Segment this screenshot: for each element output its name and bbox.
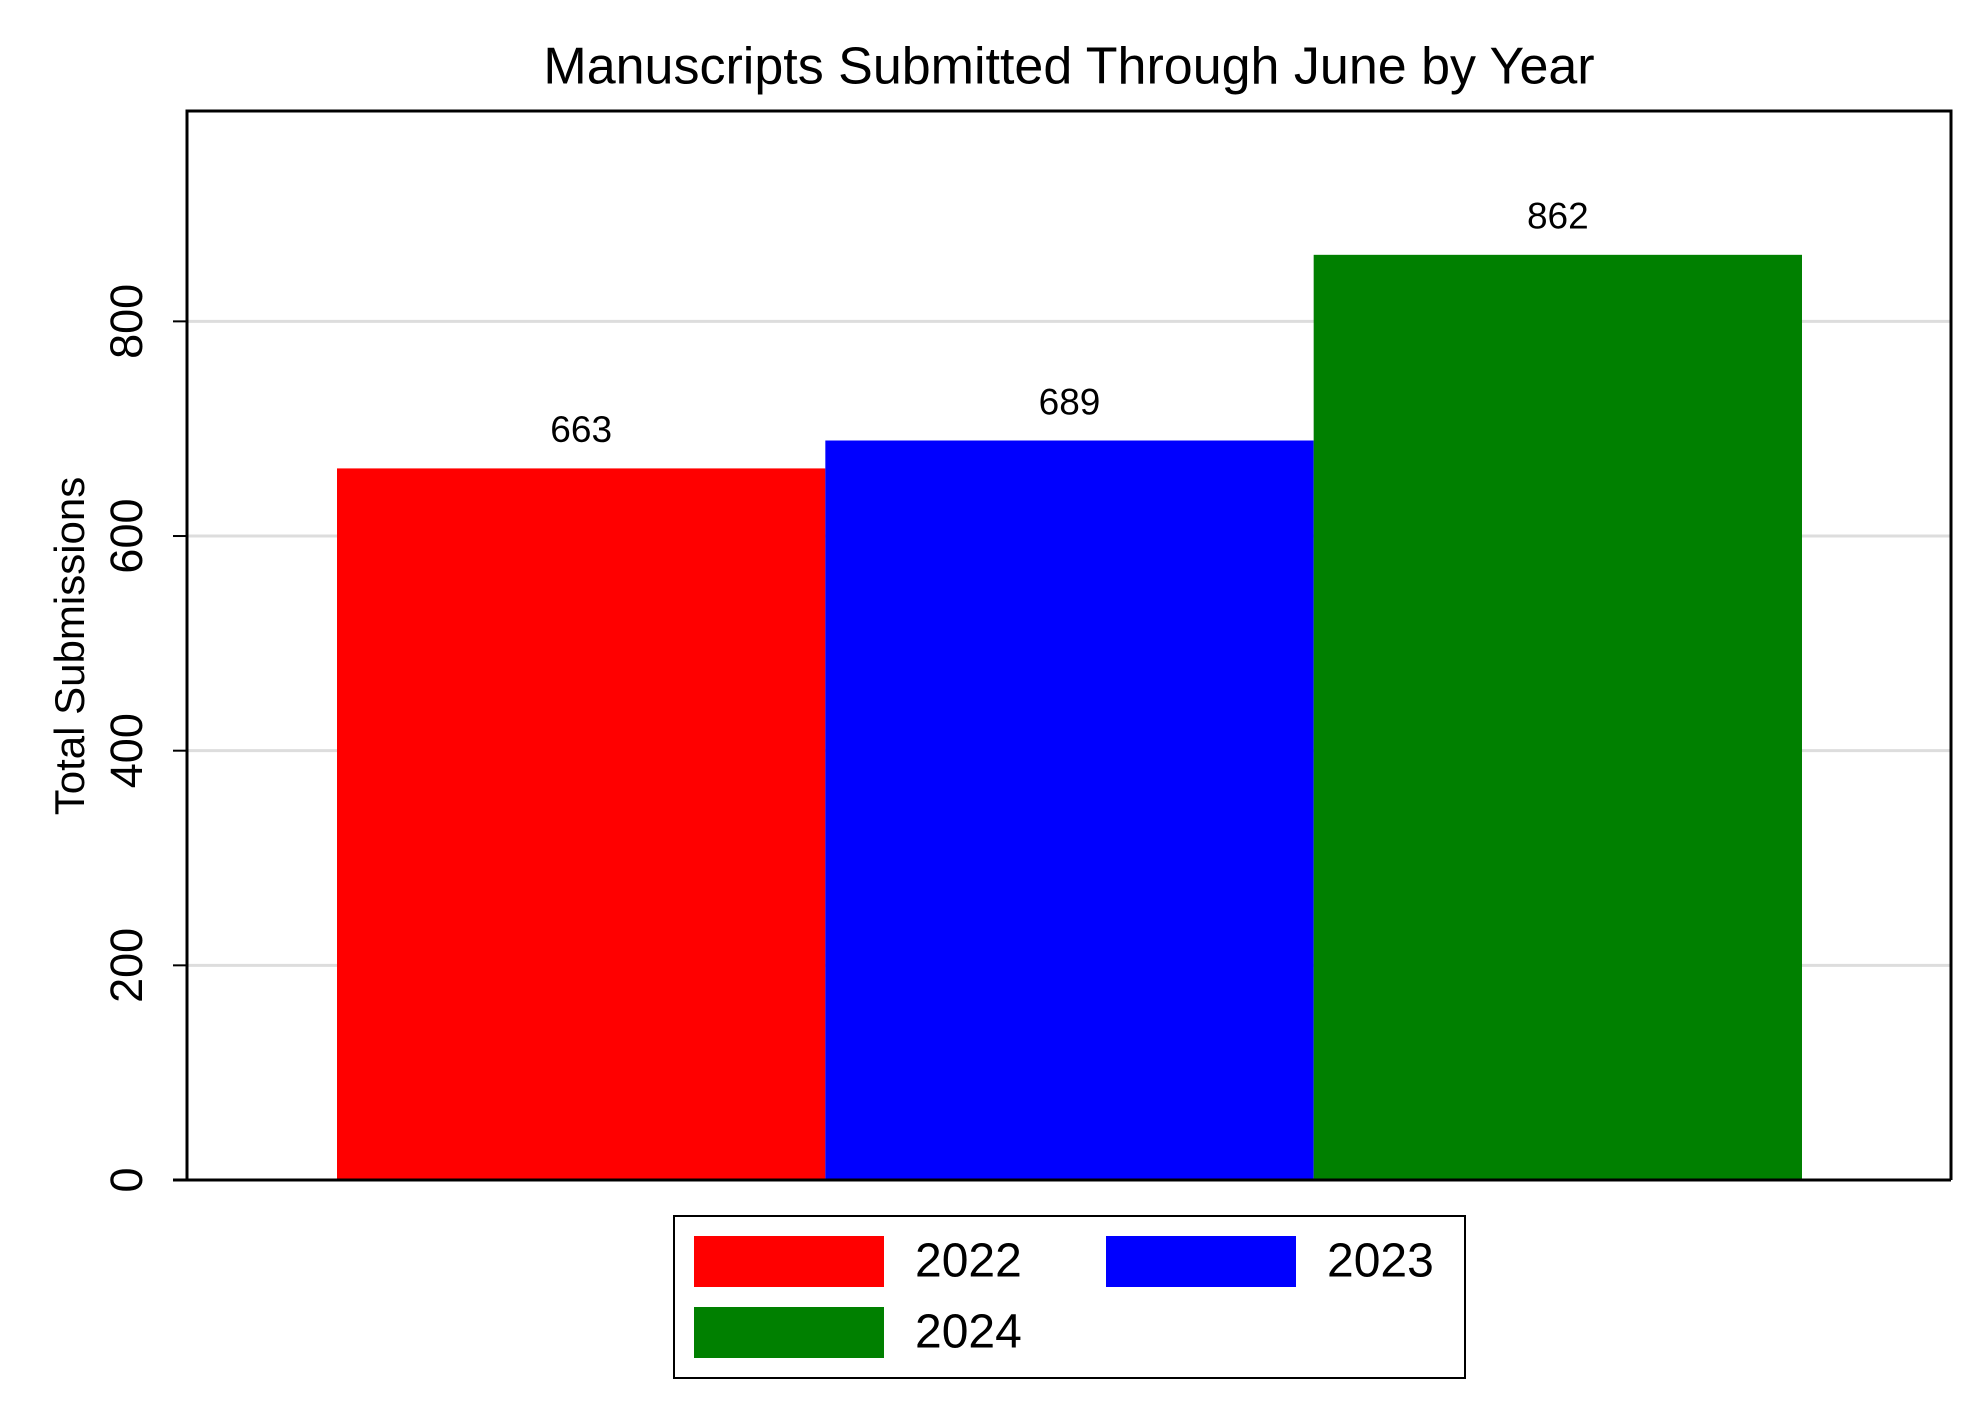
y-tick-label: 200 xyxy=(101,928,152,1003)
y-tick-label: 800 xyxy=(101,284,152,359)
value-label: 663 xyxy=(550,409,612,450)
value-label: 689 xyxy=(1039,381,1101,422)
y-tick-label: 400 xyxy=(101,713,152,788)
legend-swatch xyxy=(694,1307,884,1358)
y-tick-label: 600 xyxy=(101,498,152,573)
legend-swatch xyxy=(1106,1236,1296,1287)
plot-frame xyxy=(185,109,1953,1180)
bar xyxy=(825,440,1314,1181)
legend-label: 2024 xyxy=(915,1306,1022,1359)
legend-label: 2022 xyxy=(915,1235,1022,1288)
value-label: 862 xyxy=(1527,196,1589,237)
y-axis-label: Total Submissions xyxy=(46,477,93,815)
legend-swatch xyxy=(694,1236,884,1287)
bar xyxy=(337,468,826,1180)
legend-label: 2023 xyxy=(1327,1235,1434,1288)
chart-title: Manuscripts Submitted Through June by Ye… xyxy=(543,38,1594,96)
bar xyxy=(1313,254,1802,1180)
y-tick-label: 0 xyxy=(101,1167,152,1192)
